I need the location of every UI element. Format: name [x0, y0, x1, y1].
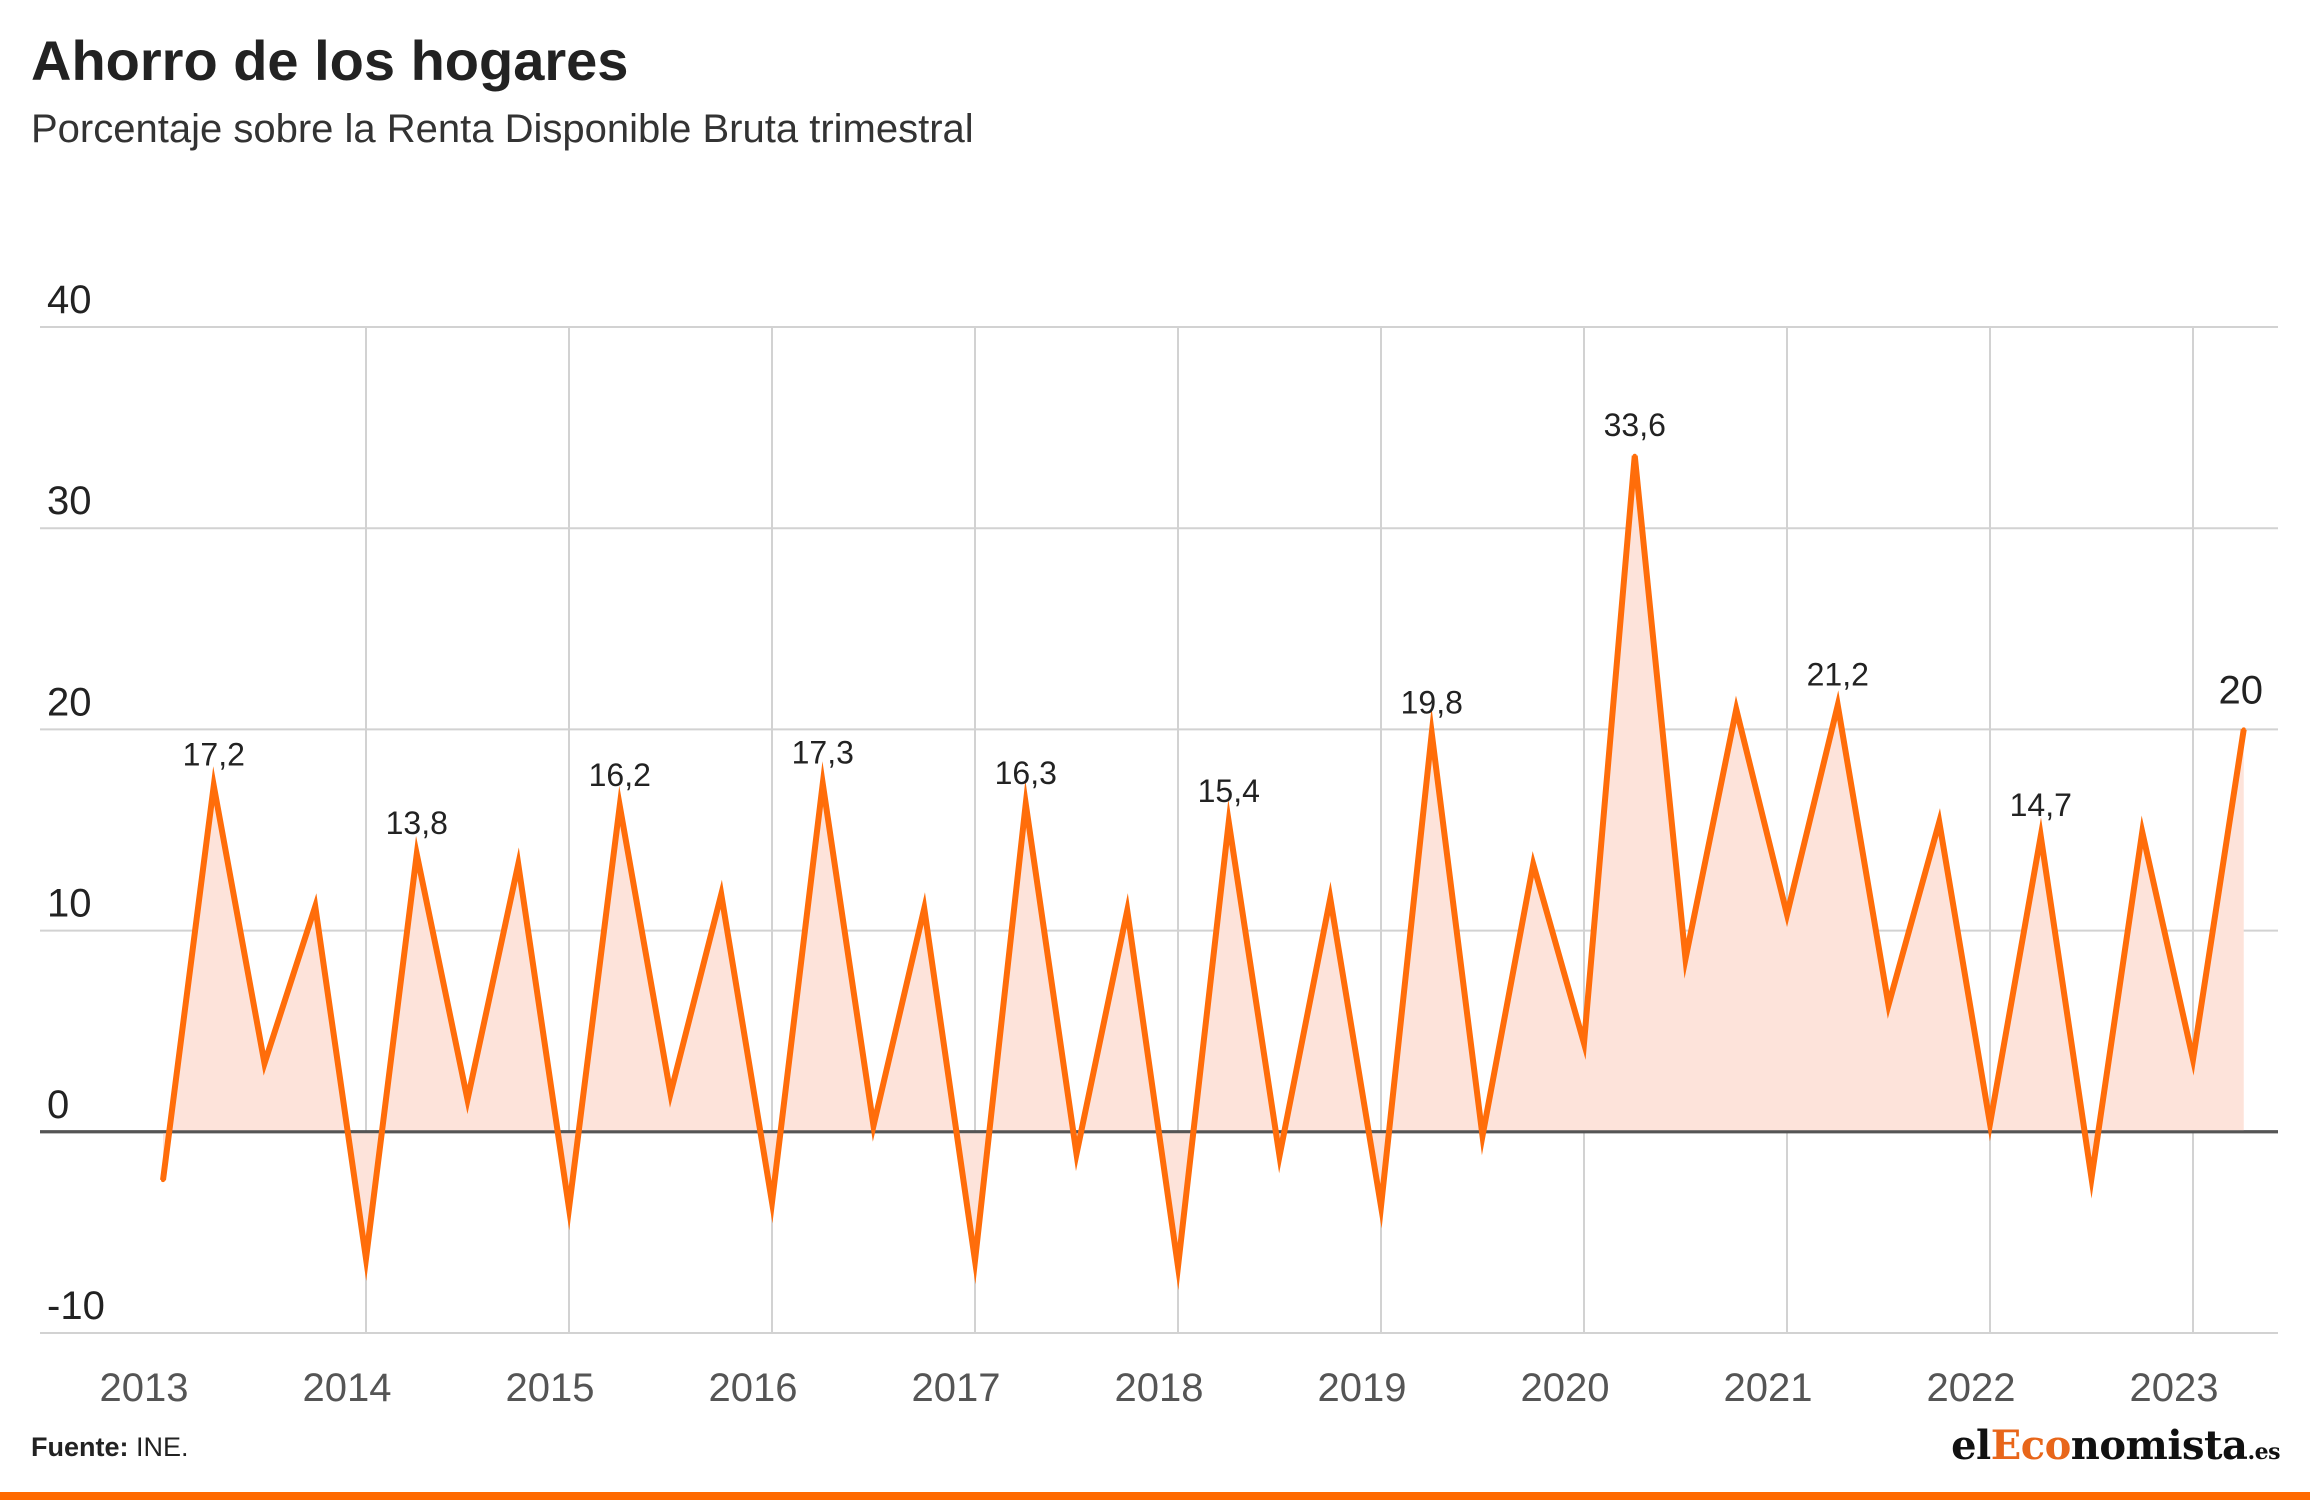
x-tick-label: 2019: [1318, 1366, 1407, 1410]
data-label: 16,2: [589, 757, 651, 793]
data-point-2021-T4: [1937, 819, 1942, 824]
data-point-2021-T3: [1886, 1003, 1891, 1008]
series-line: [160, 455, 2247, 1291]
x-tick-label: 2020: [1521, 1366, 1610, 1410]
data-point-2014-T4: [516, 862, 521, 867]
data-point-2016-T1: [770, 1200, 774, 1205]
data-label: 19,8: [1401, 684, 1463, 720]
brand-logo: elEconomista.es: [1951, 1422, 2280, 1469]
x-tick-label: 2022: [1927, 1366, 2016, 1410]
y-tick-label: 30: [47, 479, 92, 523]
data-label: 16,3: [995, 755, 1057, 791]
data-point-2017-T3: [1074, 1151, 1079, 1156]
data-point-2013-T3: [262, 1061, 267, 1066]
x-tick-label: 2023: [2130, 1366, 2219, 1410]
y-tick-label: 10: [47, 882, 92, 926]
x-tick-label: 2016: [709, 1366, 798, 1410]
data-label: 13,8: [386, 805, 448, 841]
data-point-2015-T4: [719, 892, 724, 897]
data-point-2019-T1: [1379, 1204, 1383, 1209]
data-point-2016-T4: [922, 906, 927, 911]
data-point-2018-T1: [1176, 1264, 1180, 1269]
data-point-2019-T2: [1429, 731, 1434, 736]
data-point-2020-T4: [1734, 707, 1739, 712]
data-point-2014-T3: [465, 1097, 470, 1102]
data-point-2023-T1: [2191, 1057, 2195, 1062]
brand-rest: nomista: [2070, 1422, 2248, 1469]
data-point-2016-T3: [871, 1123, 876, 1128]
data-label: 14,7: [2010, 787, 2072, 823]
data-point-2015-T2: [617, 803, 622, 808]
data-point-2019-T4: [1531, 862, 1536, 867]
data-point-2020-T3: [1683, 956, 1688, 961]
data-point-2023-T2: [2241, 727, 2246, 732]
x-tick-label: 2017: [912, 1366, 1001, 1410]
brand-accent: Eco: [1990, 1422, 2072, 1469]
bottom-accent-bar: [0, 1492, 2310, 1500]
data-point-2014-T1: [364, 1256, 368, 1261]
data-label: 15,4: [1198, 773, 1260, 809]
data-point-2015-T3: [668, 1091, 673, 1096]
data-label: 20: [2219, 668, 2264, 712]
data-label: 33,6: [1604, 407, 1666, 443]
data-label: 17,2: [183, 737, 245, 773]
data-label: 21,2: [1807, 656, 1869, 692]
data-point-2016-T2: [820, 781, 825, 786]
x-tick-label: 2018: [1115, 1366, 1204, 1410]
data-point-2019-T3: [1480, 1133, 1485, 1138]
data-point-2021-T1: [1785, 912, 1789, 917]
data-point-2022-T4: [2140, 830, 2145, 835]
data-point-2018-T3: [1277, 1153, 1282, 1158]
y-tick-label: 20: [47, 680, 92, 724]
data-point-2015-T1: [567, 1206, 571, 1211]
data-point-2017-T4: [1125, 908, 1130, 913]
data-point-2014-T2: [414, 852, 419, 857]
data-point-2013-T2: [211, 783, 216, 788]
data-point-2022-T1: [1988, 1121, 1992, 1126]
series-area-fill: [163, 455, 2244, 1267]
data-point-2017-T1: [973, 1258, 977, 1263]
source-note: Fuente: INE.: [31, 1432, 189, 1463]
data-point-2022-T2: [2038, 834, 2043, 839]
data-point-2017-T2: [1023, 801, 1028, 806]
chart-title: Ahorro de los hogares: [31, 29, 629, 92]
source-value: INE.: [136, 1432, 189, 1462]
data-point-2018-T4: [1328, 896, 1333, 901]
y-tick-label: 0: [47, 1083, 69, 1127]
x-tick-label: 2014: [303, 1366, 392, 1410]
x-tick-label: 2015: [506, 1366, 595, 1410]
data-point-2013-T4: [313, 904, 318, 909]
x-tick-label: 2021: [1724, 1366, 1813, 1410]
data-point-2018-T2: [1226, 819, 1231, 824]
source-label: Fuente:: [31, 1432, 129, 1462]
brand-suffix: .es: [2247, 1439, 2280, 1465]
data-point-2021-T2: [1835, 703, 1840, 708]
y-tick-label: -10: [47, 1284, 105, 1328]
data-point-2020-T1: [1582, 1041, 1586, 1046]
data-point-2022-T3: [2089, 1176, 2094, 1181]
chart-subtitle: Porcentaje sobre la Renta Disponible Bru…: [31, 107, 974, 151]
data-point-2013-T1: [161, 1178, 165, 1183]
data-label: 17,3: [792, 735, 854, 771]
x-tick-label: 2013: [100, 1366, 189, 1410]
brand-prefix: el: [1951, 1422, 1991, 1469]
data-point-2020-T2: [1632, 453, 1637, 458]
y-tick-label: 40: [47, 278, 92, 322]
